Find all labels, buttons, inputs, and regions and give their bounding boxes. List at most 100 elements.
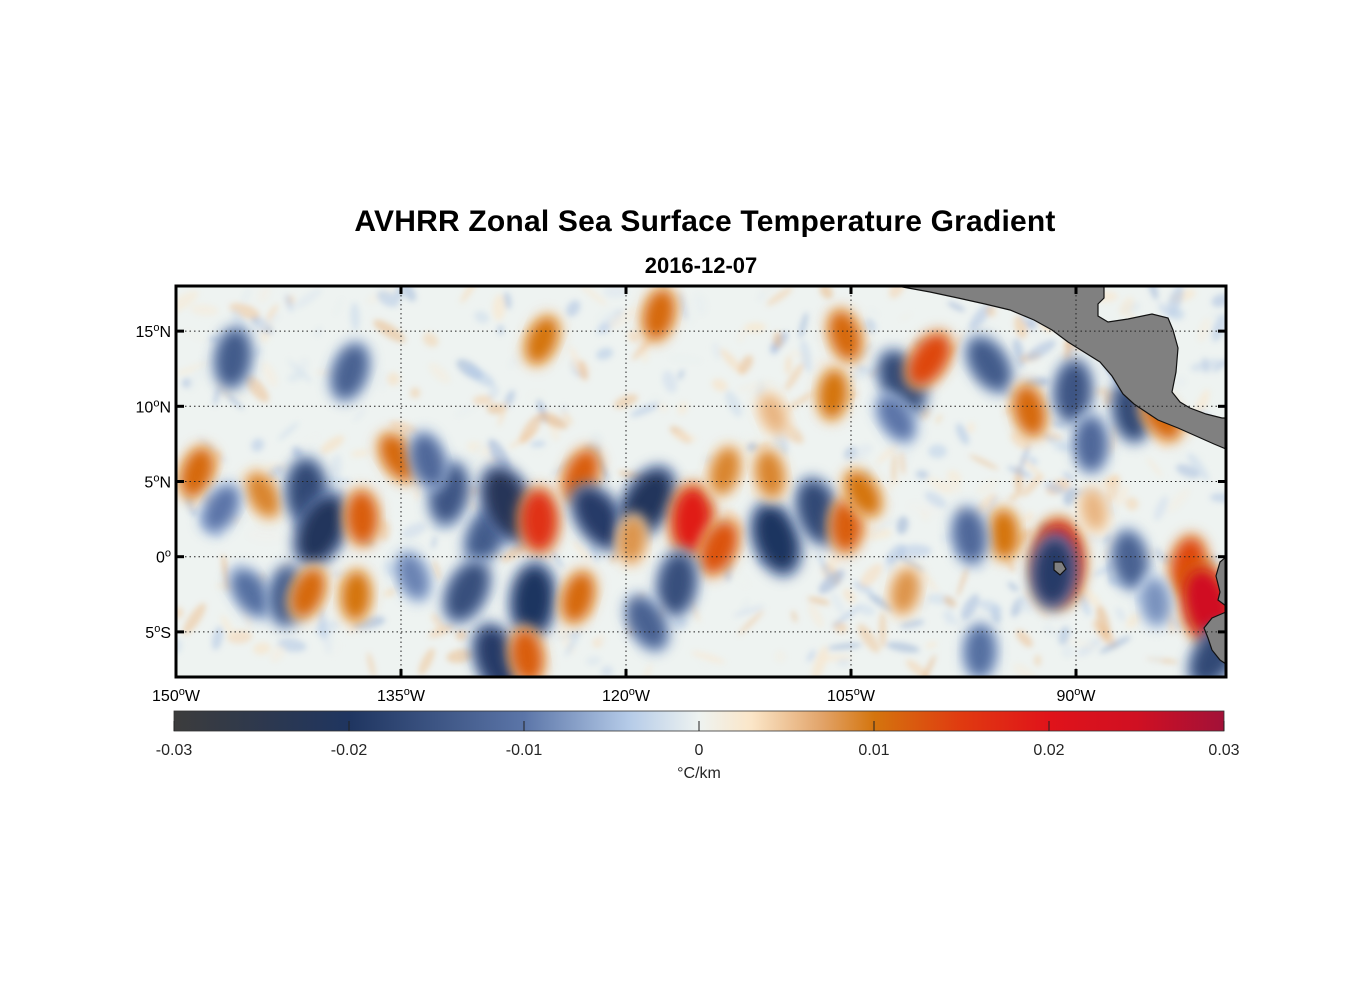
feature-core <box>1142 579 1169 624</box>
texture-blob <box>725 390 742 417</box>
cold-gradient-feature <box>653 547 701 621</box>
feature-core <box>397 554 429 599</box>
feature-core <box>1056 362 1090 420</box>
latitude-label: 10oN <box>136 397 171 416</box>
texture-blob <box>428 623 456 638</box>
texture-blob <box>1190 358 1225 372</box>
texture-blob <box>328 454 342 490</box>
texture-blob <box>241 288 251 304</box>
texture-blob <box>967 422 975 434</box>
cold-gradient-feature <box>406 428 450 492</box>
texture-blob <box>868 517 899 536</box>
texture-blob <box>925 641 938 649</box>
texture-blob <box>213 385 221 406</box>
texture-blob <box>672 431 698 442</box>
texture-blob <box>1153 547 1169 565</box>
texture-blob <box>773 331 783 348</box>
texture-blob <box>294 288 322 309</box>
texture-blob <box>916 566 940 593</box>
texture-blob <box>975 478 999 495</box>
texture-blob <box>244 374 269 403</box>
texture-blob <box>431 535 437 549</box>
texture-blob <box>920 510 930 522</box>
colorbar-tick-label: -0.02 <box>331 742 368 759</box>
texture-blob <box>455 403 478 417</box>
texture-blob <box>418 648 435 676</box>
texture-blob <box>1146 457 1163 478</box>
texture-blob <box>527 391 545 401</box>
map-panel: 150oW 135oW 120oW 105oW 90oW 15oN 10oN 5oN 0o 5oS <box>136 284 1228 705</box>
texture-blob <box>278 422 299 441</box>
texture-blob <box>1150 653 1164 665</box>
texture-blob <box>1044 481 1065 494</box>
texture-blob <box>836 658 851 667</box>
texture-blob <box>1166 286 1184 318</box>
feature-core <box>204 486 238 531</box>
latitude-label: 0o <box>156 548 171 567</box>
colorbar: -0.03 -0.02 -0.01 0 0.01 0.02 0.03 °C/km <box>156 710 1240 782</box>
texture-blob <box>314 326 323 337</box>
texture-blob <box>1028 456 1038 465</box>
texture-blob <box>886 642 920 653</box>
texture-blob <box>847 443 873 461</box>
texture-blob <box>376 290 400 307</box>
texture-blob <box>386 372 400 386</box>
texture-blob <box>284 293 294 312</box>
texture-blob <box>251 438 265 452</box>
texture-blob <box>677 369 685 380</box>
feature-core <box>845 471 881 516</box>
colorbar-ticks: -0.03 -0.02 -0.01 0 0.01 0.02 0.03 <box>156 721 1240 759</box>
feature-core <box>1034 539 1073 604</box>
feature-core <box>232 570 270 615</box>
texture-blob <box>896 554 925 573</box>
texture-blob <box>1018 442 1031 473</box>
colorbar-tick-label: 0.01 <box>858 742 889 759</box>
cold-gradient-feature <box>507 559 559 642</box>
feature-core <box>908 334 950 385</box>
texture-blob <box>1007 466 1032 478</box>
texture-blob <box>472 395 493 406</box>
cold-gradient-feature <box>963 332 1015 396</box>
texture-blob <box>422 332 439 347</box>
texture-blob <box>689 312 695 327</box>
texture-blob <box>565 628 581 657</box>
texture-blob <box>183 330 208 342</box>
texture-blob <box>1096 604 1111 641</box>
texture-blob <box>1061 645 1075 658</box>
texture-blob <box>811 645 828 677</box>
texture-blob <box>947 301 966 312</box>
feature-core <box>954 510 985 562</box>
cold-gradient-feature <box>873 391 919 446</box>
texture-blob <box>246 528 283 543</box>
texture-blob <box>320 435 345 454</box>
texture-blob <box>942 611 960 626</box>
texture-blob <box>961 593 980 621</box>
texture-blob <box>1187 452 1209 481</box>
cold-gradient-feature <box>327 339 373 405</box>
cold-gradient-feature <box>440 556 494 626</box>
texture-blob <box>830 592 845 615</box>
warm-gradient-feature <box>1077 484 1111 536</box>
warm-gradient-feature <box>840 466 886 521</box>
texture-blob <box>333 297 344 317</box>
feature-core <box>1081 489 1107 531</box>
texture-blob <box>596 347 614 360</box>
texture-blob <box>410 387 421 399</box>
texture-blob <box>1197 317 1211 343</box>
texture-blob <box>267 304 279 320</box>
texture-blob <box>891 452 897 486</box>
texture-blob <box>882 478 903 492</box>
warm-gradient-feature <box>695 516 743 580</box>
texture-blob <box>293 434 320 452</box>
feature-core <box>659 554 695 613</box>
feature-core <box>346 491 378 544</box>
texture-blob <box>656 402 668 412</box>
texture-blob <box>857 623 880 653</box>
warm-gradient-feature <box>903 328 955 392</box>
warm-gradient-feature <box>824 305 866 366</box>
feature-core <box>818 370 848 419</box>
feature-core <box>380 434 417 480</box>
warm-gradient-feature <box>985 504 1023 565</box>
texture-blob <box>766 287 793 306</box>
texture-blob <box>699 658 709 667</box>
